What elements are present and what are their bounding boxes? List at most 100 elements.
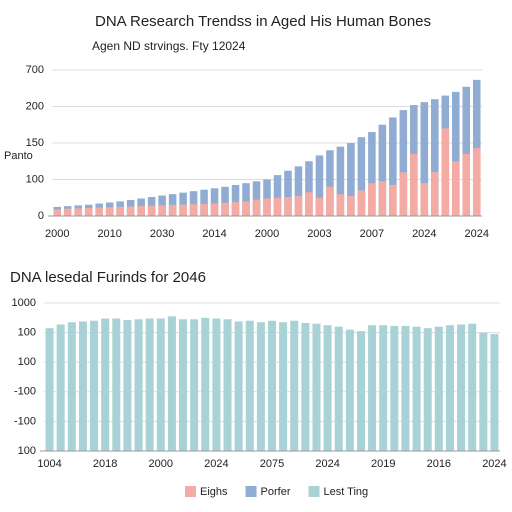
bar bbox=[312, 323, 321, 451]
bar bbox=[156, 318, 165, 451]
bar bbox=[189, 204, 198, 216]
bar bbox=[290, 320, 299, 451]
bar bbox=[345, 329, 354, 451]
bar bbox=[434, 326, 443, 451]
bar bbox=[231, 202, 240, 216]
bar bbox=[472, 148, 481, 216]
x-tick-label: 2016 bbox=[427, 458, 451, 470]
bar bbox=[231, 184, 240, 216]
bar bbox=[431, 99, 439, 216]
bar bbox=[126, 206, 135, 216]
x-tick-label: 2007 bbox=[360, 228, 384, 240]
bar bbox=[221, 186, 229, 216]
bar bbox=[56, 324, 65, 451]
bar bbox=[67, 322, 76, 451]
bar bbox=[190, 319, 199, 451]
bar bbox=[168, 205, 177, 216]
bar bbox=[242, 183, 250, 216]
bar bbox=[401, 325, 410, 451]
bar bbox=[116, 206, 124, 216]
bar bbox=[336, 194, 345, 216]
bar bbox=[390, 325, 399, 451]
x-tick-label: 2075 bbox=[260, 458, 284, 470]
bar bbox=[147, 205, 156, 216]
bar bbox=[74, 208, 82, 216]
legend-swatch bbox=[245, 486, 257, 497]
bar bbox=[399, 110, 408, 216]
bar bbox=[356, 331, 365, 451]
x-tick-label: 2000 bbox=[149, 458, 173, 470]
x-tick-label: 2003 bbox=[307, 228, 331, 240]
bar bbox=[252, 199, 261, 216]
bar bbox=[210, 188, 219, 216]
bar bbox=[78, 321, 87, 451]
y-axis-label: Panto bbox=[4, 150, 33, 162]
bar bbox=[412, 326, 421, 451]
x-tick-label: 2024 bbox=[465, 228, 489, 240]
bar bbox=[112, 318, 121, 451]
bar bbox=[242, 201, 250, 216]
bar bbox=[137, 206, 145, 216]
y-tick-label: 1000 bbox=[12, 297, 36, 309]
bar bbox=[95, 207, 103, 216]
bar bbox=[420, 102, 429, 216]
bar bbox=[462, 153, 471, 216]
y-tick-label: 100 bbox=[18, 445, 36, 457]
bar bbox=[326, 150, 334, 216]
bar bbox=[223, 319, 232, 451]
bar bbox=[452, 91, 460, 216]
x-tick-label: 2018 bbox=[93, 458, 117, 470]
bar bbox=[399, 172, 408, 216]
bar bbox=[457, 324, 466, 451]
bar bbox=[347, 195, 355, 216]
x-tick-label: 2030 bbox=[150, 228, 174, 240]
y-tick-label: -100 bbox=[14, 415, 36, 427]
bar bbox=[347, 143, 355, 216]
bar bbox=[479, 332, 488, 451]
bar bbox=[462, 86, 471, 216]
x-tick-label: 2019 bbox=[371, 458, 395, 470]
bar bbox=[423, 328, 432, 451]
y-tick-label: 100 bbox=[26, 173, 44, 185]
bar bbox=[101, 318, 110, 451]
bar bbox=[336, 146, 345, 216]
x-tick-label: 2010 bbox=[97, 228, 121, 240]
bar bbox=[378, 181, 387, 216]
bar bbox=[441, 128, 450, 216]
bar bbox=[294, 166, 303, 216]
bar bbox=[90, 320, 99, 451]
legend-label: Lest Ting bbox=[324, 486, 369, 498]
bar bbox=[84, 207, 93, 216]
bar bbox=[420, 183, 429, 216]
bar bbox=[468, 323, 477, 451]
bar bbox=[315, 155, 324, 216]
bar bbox=[167, 316, 176, 451]
bar bbox=[134, 319, 143, 451]
bar bbox=[105, 207, 114, 216]
bar bbox=[368, 183, 376, 216]
bar bbox=[234, 321, 243, 451]
bar bbox=[256, 322, 265, 451]
bar bbox=[45, 328, 54, 451]
bar bbox=[189, 191, 198, 216]
x-tick-label: 2024 bbox=[412, 228, 436, 240]
bar bbox=[305, 161, 313, 216]
y-tick-label: 100 bbox=[18, 356, 36, 368]
y-tick-label: 200 bbox=[26, 100, 44, 112]
chart-title: DNA lesedal Furinds for 2046 bbox=[10, 269, 206, 286]
bar bbox=[326, 186, 334, 216]
legend-swatch bbox=[185, 486, 196, 497]
bar bbox=[245, 320, 254, 451]
bar bbox=[279, 322, 288, 451]
bar bbox=[200, 203, 208, 216]
bar bbox=[315, 197, 324, 216]
x-tick-label: 2000 bbox=[45, 228, 69, 240]
bar bbox=[179, 192, 187, 216]
bar bbox=[490, 334, 499, 451]
bar bbox=[357, 137, 366, 216]
legend-label: Porfer bbox=[261, 486, 291, 498]
bar bbox=[294, 195, 303, 216]
bar bbox=[378, 124, 387, 216]
y-tick-label: 700 bbox=[26, 64, 44, 76]
x-tick-label: 2000 bbox=[255, 228, 279, 240]
